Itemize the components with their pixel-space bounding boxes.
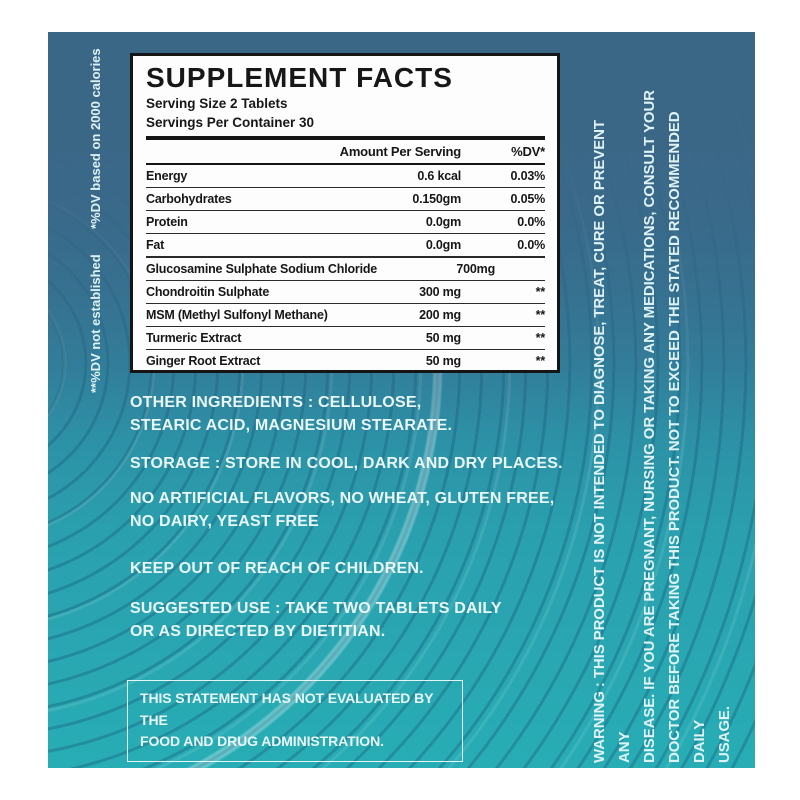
- nutrient-amount: 0.0gm: [425, 215, 461, 230]
- other-ingredients-note: OTHER INGREDIENTS : CELLULOSE, STEARIC A…: [130, 394, 453, 434]
- table-row: Energy 0.6 kcal 0.03%: [146, 165, 546, 189]
- nutrient-amount: 200 mg: [419, 308, 461, 323]
- nutrient-name: Carbohydrates: [146, 192, 232, 207]
- nutrient-dv: **: [495, 262, 557, 276]
- nutrient-amount: 700mg: [456, 262, 496, 277]
- table-row: Glucosamine Sulphate Sodium Chloride 700…: [146, 257, 545, 282]
- supplement-label-background: SUPPLEMENT FACTS Serving Size 2 Tablets …: [48, 32, 755, 768]
- nutrient-dv: **: [535, 354, 546, 369]
- nutrient-name: MSM (Methyl Sulfonyl Methane): [146, 308, 328, 323]
- table-row: Carbohydrates 0.150gm 0.05%: [146, 188, 546, 212]
- table-row: MSM (Methyl Sulfonyl Methane) 200 mg **: [146, 304, 546, 328]
- nutrient-dv: **: [535, 308, 546, 323]
- header-amount: Amount Per Serving: [339, 144, 462, 160]
- table-row: Fat 0.0gm 0.0%: [146, 234, 545, 258]
- nutrient-dv: 0.03%: [510, 169, 546, 184]
- thick-divider: [146, 136, 545, 141]
- nutrient-amount: 300 mg: [419, 285, 461, 300]
- nutrient-name: Fat: [146, 238, 165, 253]
- suggested-use-note: SUGGESTED USE : TAKE TWO TABLETS DAILY O…: [130, 600, 502, 640]
- allergen-note: NO ARTIFICIAL FLAVORS, NO WHEAT, GLUTEN …: [130, 490, 555, 530]
- nutrient-amount: 0.150gm: [412, 192, 461, 207]
- table-header-row: Amount Per Serving %DV*: [146, 140, 545, 166]
- nutrient-dv: 0.0%: [517, 215, 545, 230]
- nutrient-name: Ginger Root Extract: [146, 354, 261, 369]
- nutrient-dv: **: [535, 285, 546, 300]
- footnote-dv-not-established: **%DV not established: [88, 254, 103, 393]
- nutrient-dv: 0.05%: [510, 192, 546, 207]
- table-row: Turmeric Extract 50 mg **: [146, 327, 546, 351]
- table-row: Ginger Root Extract 50 mg **: [146, 350, 546, 370]
- nutrient-name: Chondroitin Sulphate: [146, 285, 270, 300]
- header-dv: %DV*: [511, 144, 545, 160]
- nutrient-amount: 50 mg: [425, 354, 461, 369]
- nutrient-amount: 0.6 kcal: [417, 169, 461, 184]
- panel-title: SUPPLEMENT FACTS: [146, 62, 453, 93]
- storage-note: STORAGE : STORE IN COOL, DARK AND DRY PL…: [130, 455, 563, 472]
- children-warning-note: KEEP OUT OF REACH OF CHILDREN.: [130, 560, 424, 577]
- table-row: Protein 0.0gm 0.0%: [146, 211, 545, 235]
- serving-info: Serving Size 2 Tablets Servings Per Cont…: [146, 95, 545, 133]
- nutrient-amount: 0.0gm: [425, 238, 461, 253]
- nutrient-name: Protein: [146, 215, 188, 230]
- fda-disclaimer-box: THIS STATEMENT HAS NOT EVALUATED BY THE …: [127, 680, 463, 763]
- warning-text: WARNING : THIS PRODUCT IS NOT INTENDED T…: [591, 90, 733, 763]
- nutrient-name: Turmeric Extract: [146, 331, 242, 346]
- nutrient-name: Energy: [146, 169, 188, 184]
- nutrient-dv: 0.0%: [517, 238, 545, 253]
- footnote-dv-basis: *%DV based on 2000 calories: [88, 48, 103, 229]
- servings-per-container: Servings Per Container 30: [146, 115, 315, 131]
- nutrient-dv: **: [535, 331, 546, 346]
- table-row: Chondroitin Sulphate 300 mg **: [146, 281, 546, 305]
- supplement-facts-panel: SUPPLEMENT FACTS Serving Size 2 Tablets …: [130, 53, 560, 373]
- serving-size: Serving Size 2 Tablets: [146, 96, 288, 112]
- nutrient-name: Glucosamine Sulphate Sodium Chloride: [146, 262, 378, 277]
- nutrient-amount: 50 mg: [425, 331, 461, 346]
